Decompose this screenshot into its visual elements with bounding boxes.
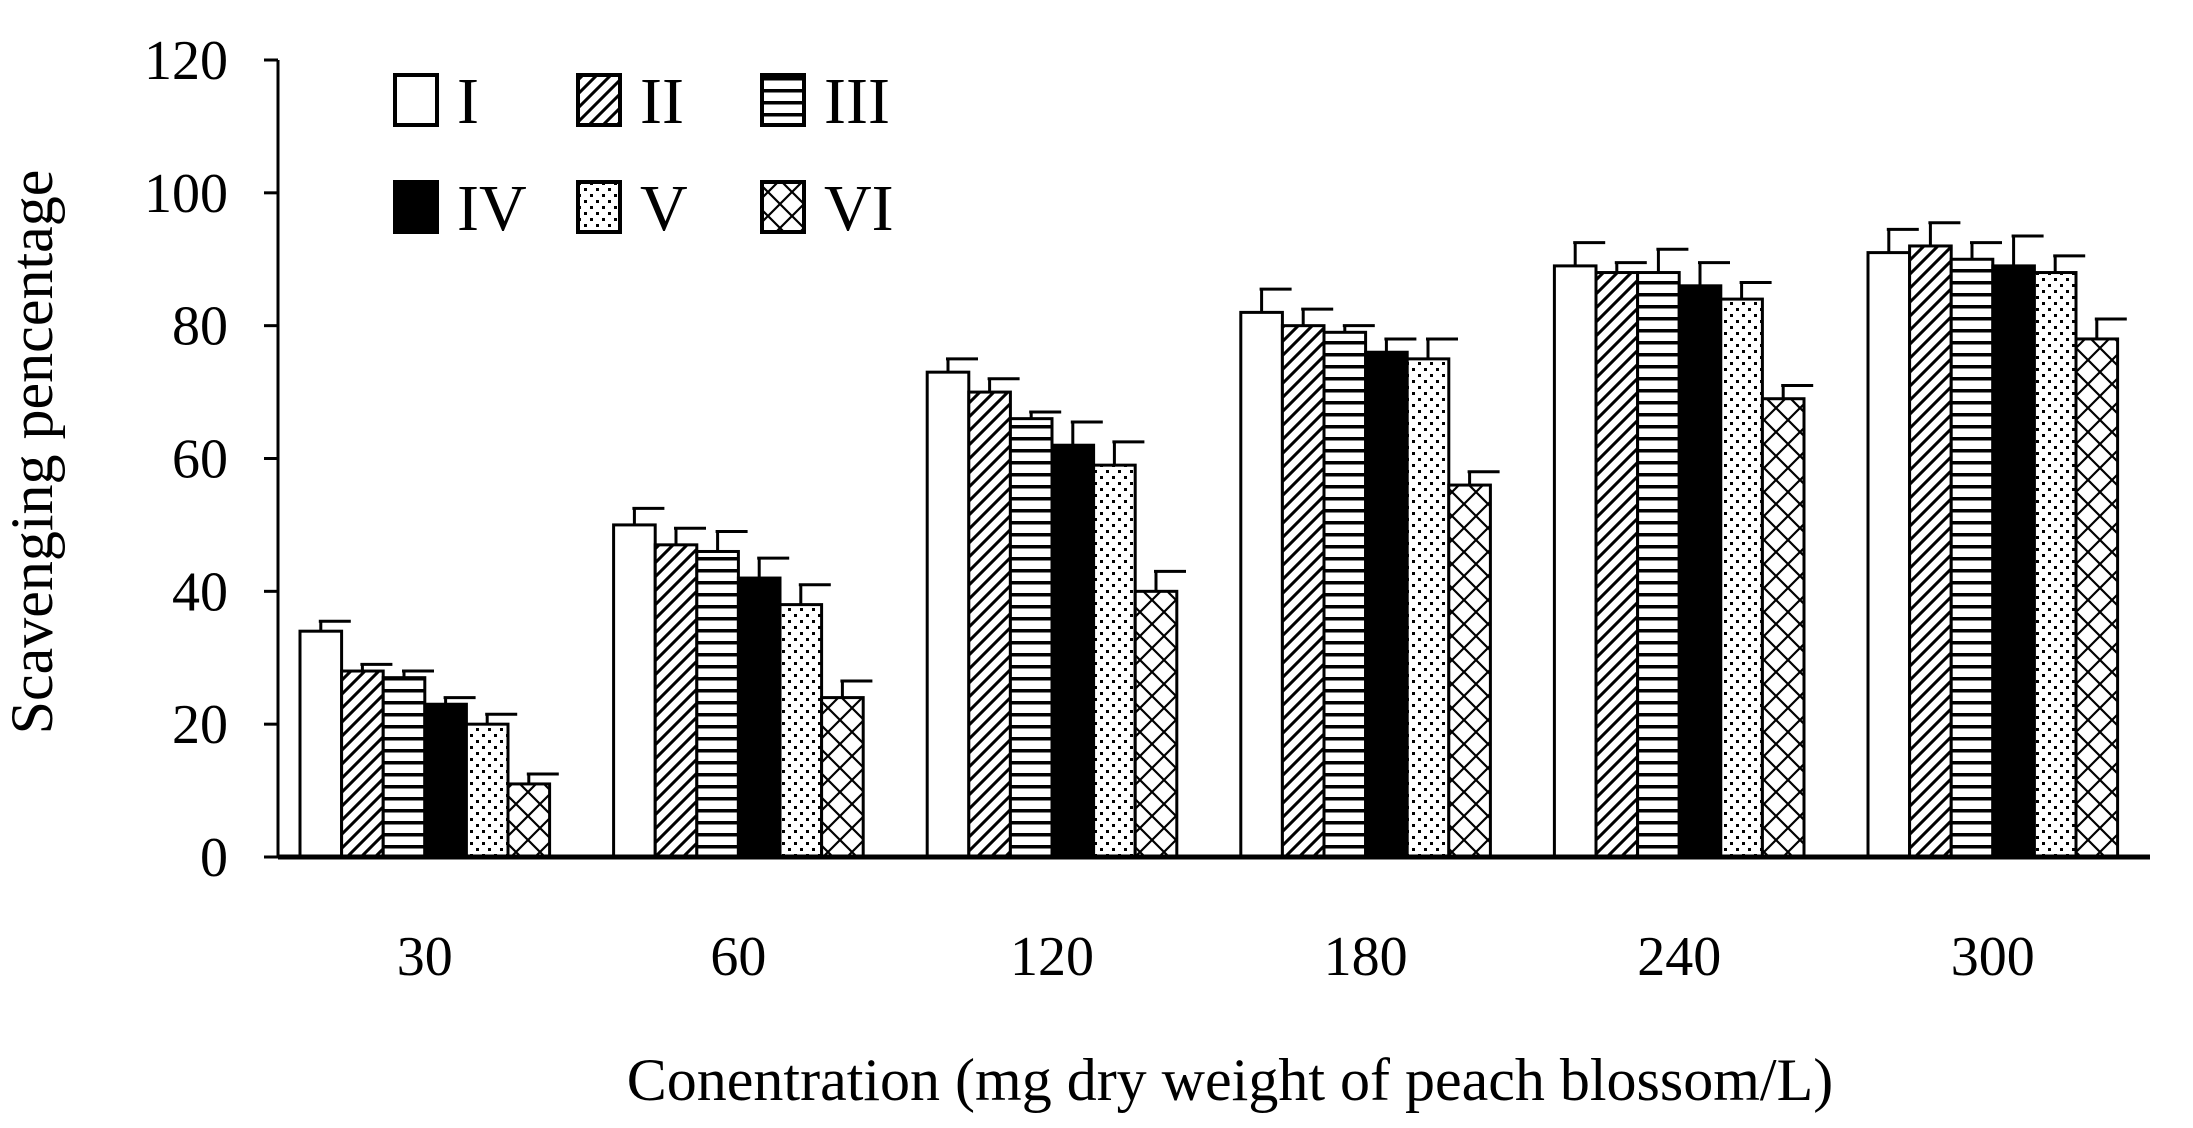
y-tick-label: 100 [144,163,228,225]
bar-V-120 [1092,463,1137,859]
bar-I-240 [1552,264,1598,859]
legend-swatch-II [576,73,622,127]
bar-III-240 [1636,271,1681,859]
bar-IV-30 [423,702,468,859]
legend-swatch-V [576,180,622,234]
x-tick-label: 180 [1324,926,1408,988]
bar-IV-120 [1050,443,1096,859]
bar-III-30 [381,676,427,859]
bar-III-120 [1008,417,1054,859]
legend-label-I: I [457,65,479,138]
bar-V-180 [1405,357,1451,859]
y-axis-title: Scavenging pencentage [0,170,65,735]
bar-II-120 [967,390,1012,859]
bar-II-240 [1594,271,1640,859]
bar-I-30 [298,629,344,859]
bar-VI-300 [2074,337,2120,859]
bar-II-300 [1908,244,1953,859]
bar-III-300 [1949,257,1995,859]
y-tick-label: 120 [144,30,228,92]
bar-III-180 [1322,330,1368,859]
legend-swatch-I [393,73,439,127]
bar-II-60 [653,543,699,859]
y-tick-label: 60 [172,429,228,491]
bar-IV-180 [1364,350,1409,859]
x-tick-label: 30 [397,926,453,988]
bar-V-30 [464,722,510,859]
x-tick-label: 300 [1951,926,2035,988]
bar-VI-60 [820,696,865,859]
y-tick-label: 40 [172,561,228,623]
plot-area: 0 20 40 60 80 100 120 30 60 120 180 240 300 [144,30,2150,988]
legend-label-II: II [640,65,684,138]
bar-IV-240 [1677,284,1723,859]
legend-swatch-VI [760,180,806,234]
bar-II-180 [1280,324,1326,859]
y-tick-label: 80 [172,296,228,358]
legend-label-V: V [640,172,688,245]
x-tick-label: 60 [710,926,766,988]
legend-label-VI: VI [824,172,894,245]
bar-IV-300 [1991,264,2036,859]
legend-label-IV: IV [457,172,527,245]
x-axis-title: Conentration (mg dry weight of peach blo… [627,1047,1833,1113]
bar-V-60 [778,603,824,859]
bar-V-240 [1719,297,1764,859]
bar-VI-240 [1760,397,1806,859]
bar-I-180 [1239,310,1284,859]
bar-IV-60 [736,576,782,859]
bar-VI-30 [506,782,552,859]
y-tick-label: 0 [200,827,228,889]
bar-VI-120 [1133,589,1179,859]
bar-I-300 [1866,251,1912,859]
bar-VI-180 [1447,483,1492,859]
bar-I-60 [612,523,657,859]
bar-III-60 [695,549,740,859]
bar-V-300 [2032,271,2078,859]
legend-swatch-IV [393,180,439,234]
bar-I-120 [925,370,971,859]
y-tick-label: 20 [172,694,228,756]
legend-swatch-III [760,73,806,127]
bar-II-30 [340,669,385,859]
legend-label-III: III [824,65,890,138]
x-tick-label: 240 [1637,926,1721,988]
x-tick-label: 120 [1010,926,1094,988]
